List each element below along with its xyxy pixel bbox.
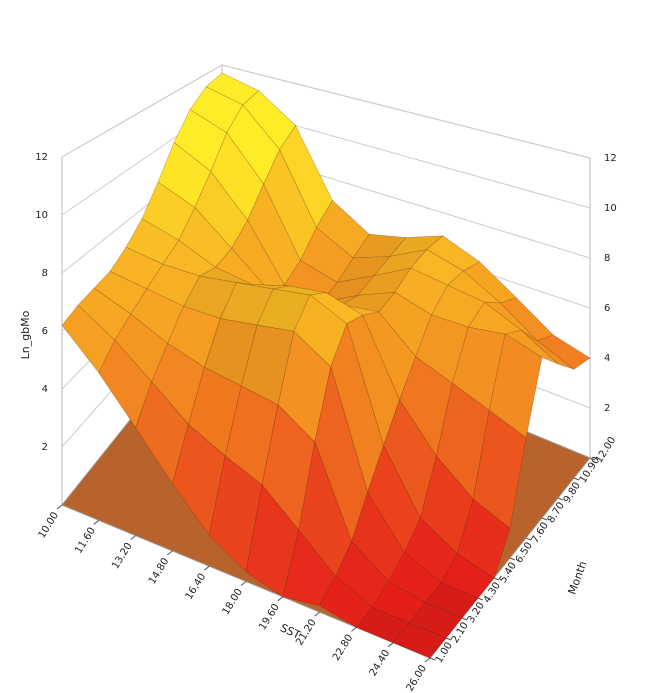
x-tick [277,596,284,602]
y-tick [573,477,580,481]
z-axis-title: Ln_gbMo [19,310,32,359]
z-tick-label: 8 [42,268,48,279]
x-tick-label: 13.20 [110,541,135,571]
z-tick-label: 10 [604,203,617,214]
x-tick-label: 14.80 [147,556,172,586]
y-tick [477,597,484,601]
y-tick [445,637,452,641]
x-tick-label: 26.00 [405,663,430,693]
x-tick [93,519,100,525]
y-axis-title: Month [566,559,590,596]
x-tick [240,581,247,586]
x-tick-label: 10.00 [37,510,62,540]
y-tick [589,457,596,461]
y-tick [525,537,532,541]
x-tick-label: 11.60 [73,526,98,556]
z-tick-label: 6 [604,303,610,314]
z-tick-label: 4 [604,353,610,364]
surface-patch [488,333,543,439]
x-tick [387,642,394,648]
x-tick [351,627,357,632]
z-tick-label: 10 [35,210,48,221]
y-tick [493,577,500,581]
z-tick-label: 12 [604,153,617,164]
z-tick-label: 2 [42,442,48,453]
z-tick-label: 4 [42,384,48,395]
x-tick-label: 16.40 [184,572,209,602]
x-tick [203,565,210,571]
x-tick [130,535,136,540]
z-tick-label: 8 [604,253,610,264]
x-tick [314,611,320,617]
z-tick-label: 12 [35,152,48,163]
x-tick-label: 18.00 [221,587,246,617]
surface-patch [504,329,559,365]
x-tick [167,550,173,556]
surface-patch [536,334,591,370]
x-tick [424,657,431,663]
surface-patch [456,498,511,579]
grid-line [61,64,591,159]
z-tick-label: 6 [42,326,48,337]
y-tick [509,557,516,561]
y-tick-label: 12.00 [594,435,619,465]
y-tick [541,517,548,521]
z-tick-label: 2 [604,403,610,414]
x-tick-label: 19.60 [257,602,282,632]
y-tick [461,617,468,621]
x-tick-label: 22.80 [331,633,356,663]
y-tick [557,497,564,501]
y-tick [429,657,436,661]
x-tick-label: 24.40 [368,648,393,678]
x-tick [56,504,63,510]
